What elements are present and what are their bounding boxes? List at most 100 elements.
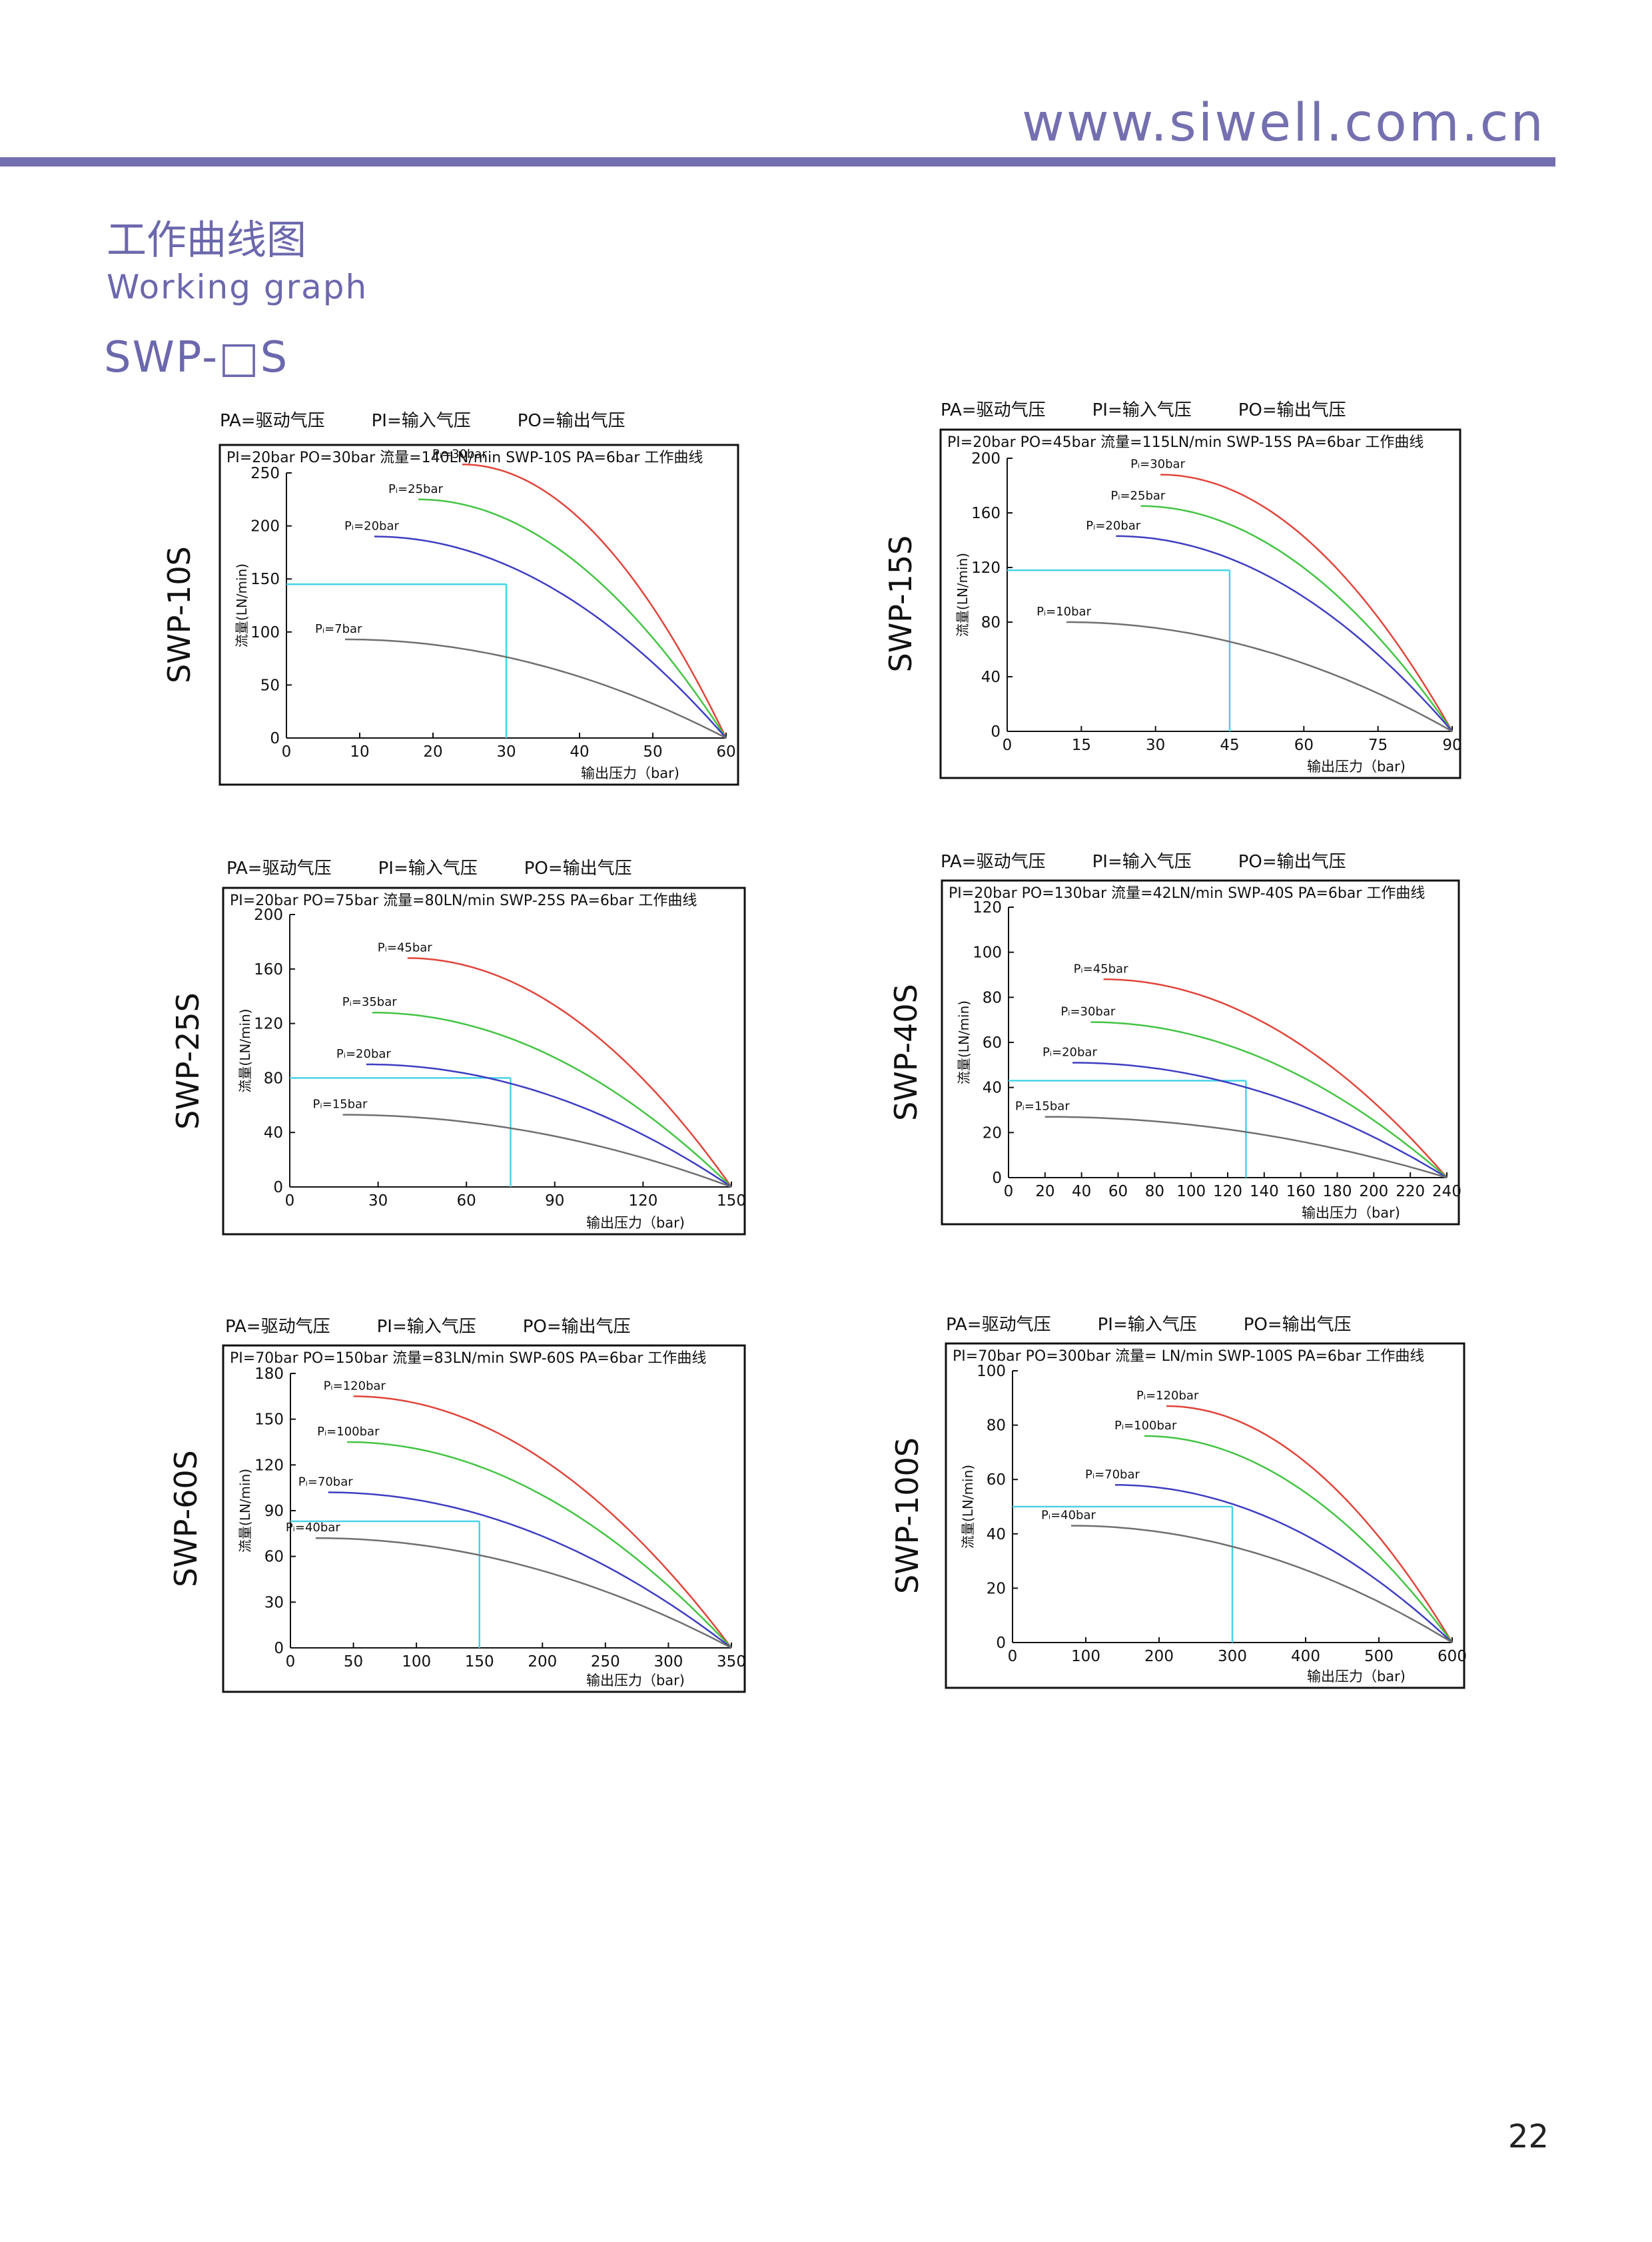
x-tick-label: 60 bbox=[457, 1192, 476, 1210]
series-line bbox=[366, 1063, 732, 1188]
y-axis-title: 流量(LN/min) bbox=[955, 553, 971, 637]
series-label: Pᵢ=20bar bbox=[344, 520, 400, 534]
y-tick-label: 120 bbox=[254, 1016, 283, 1033]
legend-pa: PA=驱动气压 bbox=[225, 1317, 330, 1337]
series-line bbox=[344, 638, 727, 739]
y-tick-label: 160 bbox=[971, 505, 1001, 522]
x-axis-title: 输出压力（bar) bbox=[1302, 1205, 1400, 1221]
x-tick-label: 220 bbox=[1396, 1183, 1425, 1200]
legend-line: PA=驱动气压 PI=输入气压 PO=输出气压 bbox=[946, 1315, 1352, 1335]
x-tick-label: 120 bbox=[628, 1192, 657, 1210]
y-tick-label: 80 bbox=[987, 1417, 1006, 1435]
x-tick-label: 160 bbox=[1286, 1183, 1316, 1200]
series-label: Pᵢ=7bar bbox=[315, 622, 362, 636]
y-axis-title: 流量(LN/min) bbox=[234, 563, 250, 647]
model-label: SWP-10S bbox=[161, 546, 197, 683]
x-tick-label: 0 bbox=[286, 1653, 296, 1671]
y-tick-label: 120 bbox=[971, 560, 1001, 577]
chart-frame bbox=[941, 879, 1460, 1226]
chart-swp-25s: PA=驱动气压 PI=输入气压 PO=输出气压 SWP-25S PI=20bar PO=… bbox=[170, 859, 746, 1236]
series-label: Pᵢ=45bar bbox=[1074, 962, 1129, 976]
info-line: PI=20bar PO=75bar 流量=80LN/min SWP-25S PA… bbox=[230, 893, 697, 909]
series-label: Pᵢ=30bar bbox=[1130, 458, 1186, 472]
y-tick-label: 40 bbox=[264, 1124, 283, 1142]
x-tick-label: 80 bbox=[1145, 1183, 1164, 1200]
legend-pi: PI=输入气压 bbox=[377, 1317, 476, 1337]
info-line: PI=20bar PO=30bar 流量=140LN/min SWP-10S P… bbox=[226, 450, 703, 466]
legend-pa: PA=驱动气压 bbox=[946, 1315, 1051, 1335]
y-tick-label: 50 bbox=[260, 677, 280, 694]
x-tick-label: 140 bbox=[1250, 1183, 1279, 1200]
legend-po: PO=输出气压 bbox=[524, 859, 632, 879]
legend-line: PA=驱动气压 PI=输入气压 PO=输出气压 bbox=[941, 400, 1346, 420]
y-tick-label: 0 bbox=[991, 723, 1001, 741]
x-tick-label: 60 bbox=[716, 743, 735, 761]
series-label: Pᵢ=15bar bbox=[1015, 1100, 1070, 1114]
x-tick-label: 600 bbox=[1438, 1648, 1467, 1665]
series-label: Pᵢ=40bar bbox=[1041, 1509, 1096, 1523]
chart-frame bbox=[222, 1344, 746, 1693]
x-axis-title: 输出压力（bar) bbox=[1307, 759, 1406, 775]
x-tick-label: 350 bbox=[717, 1653, 746, 1671]
y-tick-label: 0 bbox=[992, 1170, 1002, 1187]
x-axis-title: 输出压力（bar) bbox=[581, 765, 679, 781]
series-line bbox=[407, 957, 733, 1188]
series-label: Pᵢ=120bar bbox=[1136, 1389, 1199, 1403]
chart-swp-40s: PA=驱动气压 PI=输入气压 PO=输出气压 SWP-40S PI=20bar PO=… bbox=[888, 852, 1461, 1226]
legend-po: PO=输出气压 bbox=[1244, 1315, 1352, 1335]
x-tick-label: 50 bbox=[643, 743, 662, 761]
series-line bbox=[315, 1537, 732, 1649]
series-label: Pᵢ=70bar bbox=[1085, 1467, 1140, 1481]
y-tick-label: 40 bbox=[983, 1080, 1002, 1097]
y-tick-label: 20 bbox=[987, 1580, 1006, 1597]
y-tick-label: 60 bbox=[264, 1549, 284, 1566]
x-tick-label: 300 bbox=[653, 1653, 683, 1671]
x-tick-label: 60 bbox=[1294, 737, 1314, 754]
x-tick-label: 500 bbox=[1364, 1648, 1394, 1665]
x-tick-label: 240 bbox=[1432, 1183, 1461, 1200]
y-tick-label: 60 bbox=[983, 1034, 1002, 1052]
series-line bbox=[1140, 505, 1453, 732]
series-label: Pᵢ=20bar bbox=[1042, 1045, 1098, 1059]
series-label: Pᵢ=30bar bbox=[1060, 1005, 1116, 1019]
x-tick-label: 300 bbox=[1218, 1648, 1247, 1665]
legend-po: PO=输出气压 bbox=[1238, 400, 1346, 420]
y-axis-title: 流量(LN/min) bbox=[237, 1469, 253, 1553]
series-line bbox=[353, 1395, 732, 1649]
y-tick-label: 100 bbox=[250, 624, 280, 641]
legend-pa: PA=驱动气压 bbox=[941, 400, 1046, 420]
x-tick-label: 400 bbox=[1291, 1648, 1320, 1665]
x-tick-label: 90 bbox=[1442, 737, 1461, 754]
series-label: Pᵢ=100bar bbox=[1114, 1419, 1177, 1433]
info-line: PI=70bar PO=300bar 流量= LN/min SWP-100S P… bbox=[953, 1348, 1424, 1365]
series-label: Pᵢ=40bar bbox=[286, 1521, 341, 1535]
y-tick-label: 40 bbox=[981, 669, 1001, 686]
y-tick-label: 180 bbox=[254, 1365, 284, 1383]
y-tick-label: 40 bbox=[987, 1526, 1006, 1543]
chart-frame bbox=[218, 444, 739, 786]
x-tick-label: 40 bbox=[1072, 1183, 1091, 1200]
y-tick-label: 0 bbox=[273, 1179, 283, 1196]
series-line bbox=[1144, 1435, 1453, 1643]
model-label: SWP-25S bbox=[170, 992, 206, 1130]
y-tick-label: 250 bbox=[250, 465, 280, 482]
x-axis-title: 输出压力（bar) bbox=[586, 1215, 685, 1231]
y-tick-label: 120 bbox=[254, 1457, 284, 1474]
y-tick-label: 150 bbox=[254, 1411, 284, 1429]
legend-pi: PI=输入气压 bbox=[1098, 1315, 1197, 1335]
x-tick-label: 15 bbox=[1072, 737, 1091, 754]
y-tick-label: 150 bbox=[250, 571, 280, 588]
x-tick-label: 200 bbox=[1359, 1183, 1388, 1200]
y-axis-title: 流量(LN/min) bbox=[956, 1000, 972, 1084]
y-tick-label: 0 bbox=[996, 1635, 1006, 1652]
legend-pi: PI=输入气压 bbox=[1092, 852, 1192, 872]
legend-line: PA=驱动气压 PI=输入气压 PO=输出气压 bbox=[220, 411, 625, 431]
info-line: PI=20bar PO=45bar 流量=115LN/min SWP-15S P… bbox=[947, 434, 1424, 451]
x-tick-label: 120 bbox=[1213, 1183, 1242, 1200]
site-url[interactable]: www.siwell.com.cn bbox=[1022, 93, 1545, 153]
series-label: Pᵢ=100bar bbox=[317, 1425, 380, 1439]
legend-line: PA=驱动气压 PI=输入气压 PO=输出气压 bbox=[226, 859, 632, 879]
series-line bbox=[1103, 978, 1447, 1178]
chart-swp-15s: PA=驱动气压 PI=输入气压 PO=输出气压 SWP-15S PI=20bar PO=… bbox=[883, 400, 1462, 779]
